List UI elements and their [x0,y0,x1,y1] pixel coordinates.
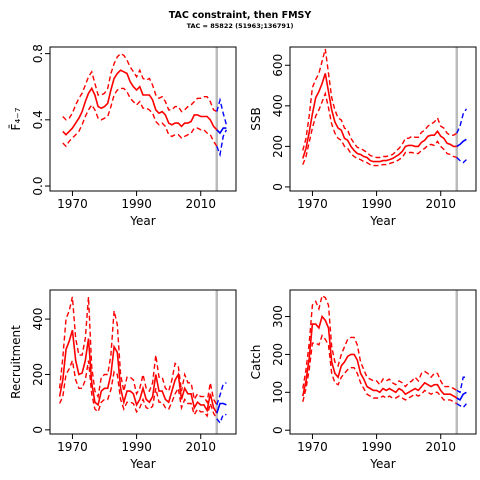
x-tick-label: 2010 [425,197,456,211]
plot-frame [49,46,237,192]
projection-upper-line [216,382,227,406]
history-lower-line [58,357,218,420]
x-tick-label: 1970 [57,440,88,454]
history-lower-line [302,334,458,405]
projection-lower-line [216,129,228,158]
projection-median-line [456,138,467,148]
history-median-line [62,69,218,136]
history-upper-line [62,52,218,121]
x-tick-label: 1970 [57,197,88,211]
projection-lower-line [456,156,467,164]
y-tick-label: 600 [271,54,285,77]
y-tick-label: 0 [271,183,285,191]
y-tick-label: 400 [31,308,45,331]
history-upper-line [58,296,218,406]
x-tick-label: 1990 [361,440,392,454]
history-median-line [302,73,457,163]
chart-title: TAC constraint, then FMSY [168,10,312,21]
x-tick-label: 2010 [185,440,216,454]
x-tick-label: 2010 [425,440,456,454]
projection-median-line [456,391,467,402]
x-tick-label: 1990 [121,197,152,211]
plot-frame [289,46,477,192]
panel-ssb: 1970 1990 2010 0 200 400 600 Year SSB [249,46,477,228]
y-axis-label: Recruitment [9,325,23,399]
y-tick-label: 200 [31,363,45,386]
history-median-line [58,329,218,414]
y-tick-label: 0 [271,426,285,434]
x-axis-label: Year [129,457,155,471]
y-tick-label: 400 [271,94,285,117]
panel-recruitment: 1970 1990 2010 0 200 400 Year Recruitment [9,289,237,471]
projection-upper-line [456,108,467,134]
y-tick-label: 0 [31,426,45,434]
projection-lower-line [456,403,467,409]
x-axis-label: Year [129,214,155,228]
y-tick-label: 200 [271,135,285,158]
x-tick-label: 1970 [297,440,328,454]
y-tick-label: 0.8 [31,44,45,63]
history-median-line [302,314,458,399]
x-axis-label: Year [369,457,395,471]
history-lower-line [302,91,458,167]
panel-catch: 1970 1990 2010 0 100 200 300 Year Catch [249,289,477,471]
projection-upper-line [216,97,228,125]
panel-fbar: 1970 1990 2010 0.0 0.4 0.8 Year F̄₄₋₇ [9,44,237,228]
plot-frame [289,289,477,435]
x-axis-label: Year [369,214,395,228]
history-upper-line [302,48,458,159]
y-axis-label: Catch [249,345,263,380]
y-axis-label: SSB [249,107,263,130]
projection-upper-line [456,376,467,394]
x-tick-label: 2010 [185,197,216,211]
y-tick-label: 100 [271,381,285,404]
y-tick-label: 0.4 [31,110,45,129]
projection-median-line [216,402,227,414]
y-tick-label: 300 [271,305,285,328]
x-tick-label: 1990 [361,197,392,211]
y-tick-label: 200 [271,343,285,366]
x-tick-label: 1970 [297,197,328,211]
chart-subtitle: TAC = 85822 (51963;136791) [186,22,294,30]
history-upper-line [302,294,458,392]
projection-median-line [216,127,227,135]
y-axis-label: F̄₄₋₇ [9,107,23,130]
history-lower-line [62,87,218,148]
projection-lower-line [216,413,227,425]
x-tick-label: 1990 [121,440,152,454]
plot-frame [49,289,237,435]
y-tick-label: 0.0 [31,176,45,195]
